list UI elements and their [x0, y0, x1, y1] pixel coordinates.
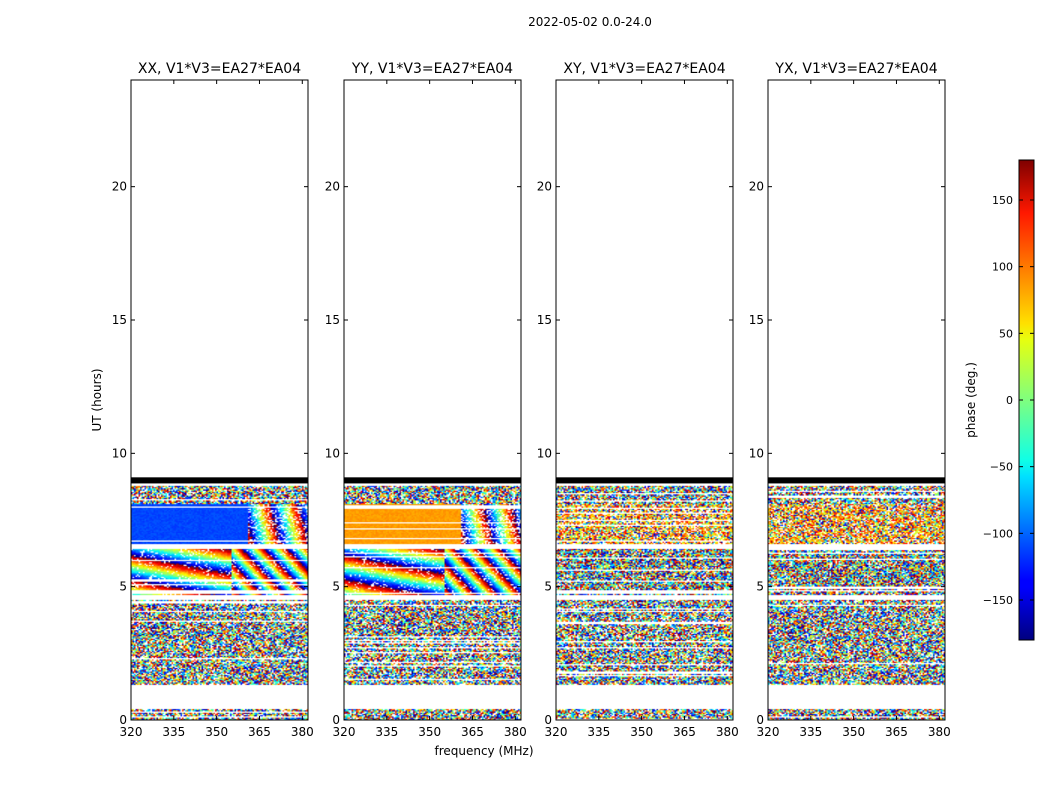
x-tick-label: 350 — [630, 725, 653, 739]
x-tick-label: 350 — [418, 725, 441, 739]
colorbar-tick-label: −150 — [983, 594, 1013, 607]
x-tick-label: 365 — [673, 725, 696, 739]
colorbar-tick-label: 100 — [992, 261, 1013, 274]
panel-yy: YY, V1*V3=EA27*EA04 0 5 10 15 20 320 335 350 365 3… — [325, 61, 527, 739]
colorbar-tick-label: 150 — [992, 194, 1013, 207]
panel-title: YY, V1*V3=EA27*EA04 — [351, 61, 513, 77]
x-tick-label: 365 — [461, 725, 484, 739]
x-tick-label: 320 — [545, 725, 568, 739]
x-tick-label: 335 — [587, 725, 610, 739]
y-tick-label: 0 — [544, 713, 552, 727]
x-axis-label: frequency (MHz) — [434, 744, 533, 758]
y-axis-label: UT (hours) — [90, 368, 104, 431]
colorbar: −150 −100 −50 0 50 100 150 phase (deg.) — [964, 159, 1035, 641]
y-tick-label: 0 — [756, 713, 764, 727]
x-tick-label: 320 — [757, 725, 780, 739]
x-tick-label: 320 — [120, 725, 143, 739]
colorbar-tick-label: 0 — [1006, 394, 1013, 407]
y-tick-label: 10 — [112, 446, 127, 460]
y-tick-label: 5 — [332, 580, 340, 594]
phase-raster-xx — [131, 477, 308, 720]
axes-frame — [767, 79, 946, 721]
panel-xy: XY, V1*V3=EA27*EA04 0 5 10 15 20 320 335 350 365 3… — [537, 61, 739, 739]
y-tick-label: 15 — [749, 313, 764, 327]
y-tick-label: 15 — [537, 313, 552, 327]
x-tick-label: 320 — [333, 725, 356, 739]
y-tick-label: 20 — [112, 180, 127, 194]
panel-yx: YX, V1*V3=EA27*EA04 0 5 10 15 20 320 335 350 365 3… — [749, 61, 951, 739]
colorbar-tick-label: −50 — [990, 461, 1013, 474]
x-tick-label: 335 — [162, 725, 185, 739]
axes-frame — [555, 79, 734, 721]
panel-xx: XX, V1*V3=EA27*EA04 0 5 10 15 20 320 335 350 365 3… — [112, 61, 314, 739]
x-tick-label: 380 — [504, 725, 527, 739]
panel-title: XY, V1*V3=EA27*EA04 — [563, 61, 725, 77]
y-tick-label: 0 — [119, 713, 127, 727]
panel-title: YX, V1*V3=EA27*EA04 — [774, 61, 937, 77]
y-tick-label: 15 — [112, 313, 127, 327]
axes-frame — [343, 79, 522, 721]
phase-raster-yy — [344, 477, 521, 720]
y-tick-label: 5 — [544, 580, 552, 594]
colorbar-tick-label: −100 — [983, 527, 1013, 540]
x-tick-label: 335 — [375, 725, 398, 739]
x-tick-label: 380 — [716, 725, 739, 739]
x-tick-label: 335 — [799, 725, 822, 739]
axes-frame — [130, 79, 309, 721]
panels-group: XX, V1*V3=EA27*EA04 0 5 10 15 20 320 335 350 365 3… — [112, 61, 951, 739]
colorbar-ticks: −150 −100 −50 0 50 100 150 — [983, 194, 1034, 607]
y-tick-label: 20 — [537, 180, 552, 194]
y-tick-label: 15 — [325, 313, 340, 327]
y-tick-label: 0 — [332, 713, 340, 727]
y-tick-label: 5 — [756, 580, 764, 594]
x-tick-label: 380 — [928, 725, 951, 739]
x-tick-label: 380 — [291, 725, 314, 739]
colorbar-tick-label: 50 — [999, 327, 1013, 340]
y-tick-label: 10 — [749, 446, 764, 460]
phase-raster-yx — [768, 477, 945, 720]
x-tick-label: 350 — [842, 725, 865, 739]
x-tick-label: 365 — [248, 725, 271, 739]
y-tick-label: 5 — [119, 580, 127, 594]
y-tick-label: 10 — [325, 446, 340, 460]
x-tick-label: 350 — [205, 725, 228, 739]
y-tick-label: 20 — [325, 180, 340, 194]
y-tick-label: 20 — [749, 180, 764, 194]
colorbar-label: phase (deg.) — [964, 362, 978, 438]
figure-title: 2022-05-02 0.0-24.0 — [528, 15, 652, 29]
panel-title: XX, V1*V3=EA27*EA04 — [138, 61, 301, 77]
x-tick-label: 365 — [885, 725, 908, 739]
y-tick-label: 10 — [537, 446, 552, 460]
phase-raster-xy — [556, 477, 733, 720]
